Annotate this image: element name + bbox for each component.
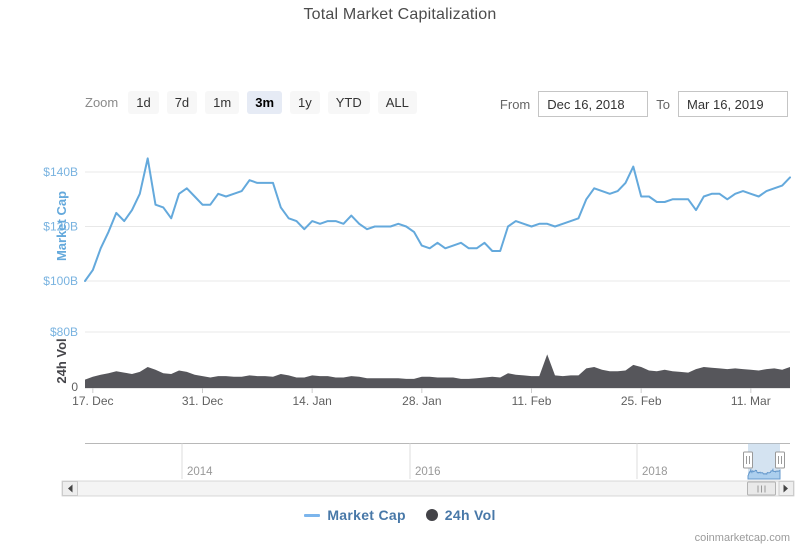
legend-item-market-cap[interactable]: Market Cap xyxy=(304,507,405,523)
xtick-label-5: 25. Feb xyxy=(621,394,662,408)
scrollbar-track[interactable] xyxy=(61,480,795,497)
ytick-label-80b: $80B xyxy=(50,325,78,339)
zoom-button-1d[interactable]: 1d xyxy=(128,91,159,114)
xtick-label-3: 28. Jan xyxy=(402,394,441,408)
volume-area-series xyxy=(85,354,790,388)
date-range-toolbar: From To xyxy=(492,91,788,117)
zoom-button-1m[interactable]: 1m xyxy=(205,91,240,114)
chart-title: Total Market Capitalization xyxy=(303,6,497,23)
legend-24h-vol-label: 24h Vol xyxy=(444,507,496,523)
line-swatch-icon xyxy=(304,513,321,517)
navigator-year-2014: 2014 xyxy=(187,466,213,478)
xtick-label-0: 17. Dec xyxy=(72,394,113,408)
from-label: From xyxy=(499,96,531,112)
ytick-label-$140B: $140B xyxy=(43,165,78,179)
xtick-label-2: 14. Jan xyxy=(292,394,331,408)
market-cap-line-series xyxy=(84,157,791,282)
legend: Market Cap 24h Vol xyxy=(0,507,800,523)
market-cap-axis-title: Market Cap xyxy=(54,191,69,261)
zoom-button-all[interactable]: ALL xyxy=(377,91,417,114)
zoom-toolbar: Zoom 1d 7d 1m 3m 1y YTD ALL xyxy=(85,91,425,114)
scrollbar-right-arrow-icon xyxy=(783,484,788,493)
vol-axis-title: 24h Vol xyxy=(54,338,69,383)
scrollbar-left-arrow-icon xyxy=(68,484,73,493)
xtick-label-4: 11. Feb xyxy=(512,394,552,408)
ytick-label-$120B: $120B xyxy=(43,220,78,234)
navigator-handle-left[interactable] xyxy=(743,451,753,469)
zoom-button-1y[interactable]: 1y xyxy=(290,91,320,114)
navigator-year-2018: 2018 xyxy=(642,466,668,478)
navigator-year-2016: 2016 xyxy=(415,466,441,478)
xtick-label-6: 11. Mar xyxy=(731,394,771,408)
attribution: coinmarketcap.com xyxy=(694,532,790,544)
ytick-label-0: 0 xyxy=(71,380,78,394)
zoom-button-3m[interactable]: 3m xyxy=(247,91,283,114)
navigator-handle-right[interactable] xyxy=(775,451,785,469)
xtick-label-1: 31. Dec xyxy=(182,394,223,408)
dot-swatch-icon xyxy=(425,509,438,521)
to-label: To xyxy=(656,96,670,112)
chart-canvas: $140B $120B $100B $80B 0 Market Cap 24h Vol17.… xyxy=(43,157,795,497)
ytick-label-$100B: $100B xyxy=(43,274,78,288)
zoom-button-7d[interactable]: 7d xyxy=(166,91,198,114)
to-date-input[interactable] xyxy=(678,91,788,117)
navigator-mini-series xyxy=(747,467,781,480)
zoom-label: Zoom xyxy=(85,95,119,110)
legend-item-24h-vol[interactable]: 24h Vol xyxy=(425,507,496,523)
legend-market-cap-label: Market Cap xyxy=(327,507,406,523)
zoom-button-ytd[interactable]: YTD xyxy=(327,91,370,114)
from-date-input[interactable] xyxy=(538,91,649,117)
